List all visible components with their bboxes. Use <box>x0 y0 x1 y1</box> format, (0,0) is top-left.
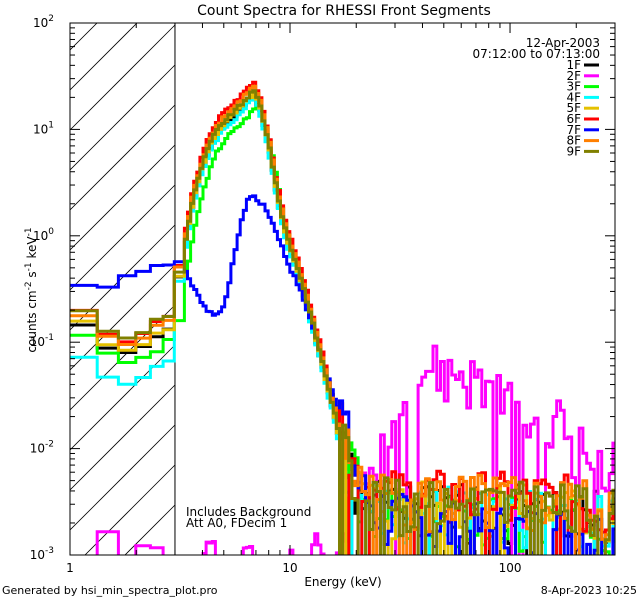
legend-label-5F: 5F <box>566 101 581 115</box>
legend-label-1F: 1F <box>566 58 581 72</box>
x-tick-label: 10 <box>282 561 297 575</box>
hatch-line <box>124 504 176 555</box>
y-tick-label: 10-1 <box>30 333 54 349</box>
hatch-line <box>84 464 176 555</box>
y-tick-label: 102 <box>33 14 54 30</box>
legend-label-7F: 7F <box>566 123 581 137</box>
date-label: 12-Apr-2003 <box>526 36 600 50</box>
footer-generator: Generated by hsi_min_spectra_plot.pro <box>2 584 218 597</box>
series-line-9F <box>70 89 615 555</box>
y-tick-label: 101 <box>33 120 54 136</box>
legend-label-2F: 2F <box>566 69 581 83</box>
plot-frame <box>69 22 616 556</box>
hatched-region <box>70 0 176 555</box>
footer-timestamp: 8-Apr-2023 10:25 <box>541 584 637 597</box>
series-line-2F <box>95 344 615 555</box>
hatch-line <box>70 264 176 371</box>
legend-label-4F: 4F <box>566 90 581 104</box>
time-range-label: 07:12:00 to 07:13:00 <box>473 47 600 61</box>
hatch-line <box>70 184 176 291</box>
hatch-line <box>70 144 176 251</box>
y-tick-label: 100 <box>33 227 54 243</box>
hatch-line <box>70 104 176 211</box>
hatch-line <box>70 384 176 491</box>
hatch-line <box>70 0 175 10</box>
hatch-line <box>70 64 176 171</box>
hatch-line <box>70 424 176 531</box>
x-tick-label: 100 <box>499 561 522 575</box>
legend-label-8F: 8F <box>566 134 581 148</box>
legend-label-6F: 6F <box>566 112 581 126</box>
annotation-line-1: Includes Background <box>186 505 311 519</box>
legend-label-9F: 9F <box>566 144 581 158</box>
annotation-line-2: Att A0, FDecim 1 <box>186 516 287 530</box>
hatch-line <box>70 24 176 131</box>
x-axis-label: Energy (keV) <box>304 575 381 589</box>
y-tick-label: 10-3 <box>30 546 54 562</box>
hatch-line <box>70 23 98 51</box>
hatch-line <box>70 224 176 331</box>
legend-label-3F: 3F <box>566 80 581 94</box>
y-axis-label: counts cm-2 s-1 keV-1 <box>24 227 39 352</box>
hatch-line <box>70 344 176 451</box>
x-tick-label: 1 <box>66 561 74 575</box>
chart-title: Count Spectra for RHESSI Front Segments <box>197 3 491 19</box>
y-tick-label: 10-2 <box>30 440 54 456</box>
hatch-line <box>70 23 138 91</box>
